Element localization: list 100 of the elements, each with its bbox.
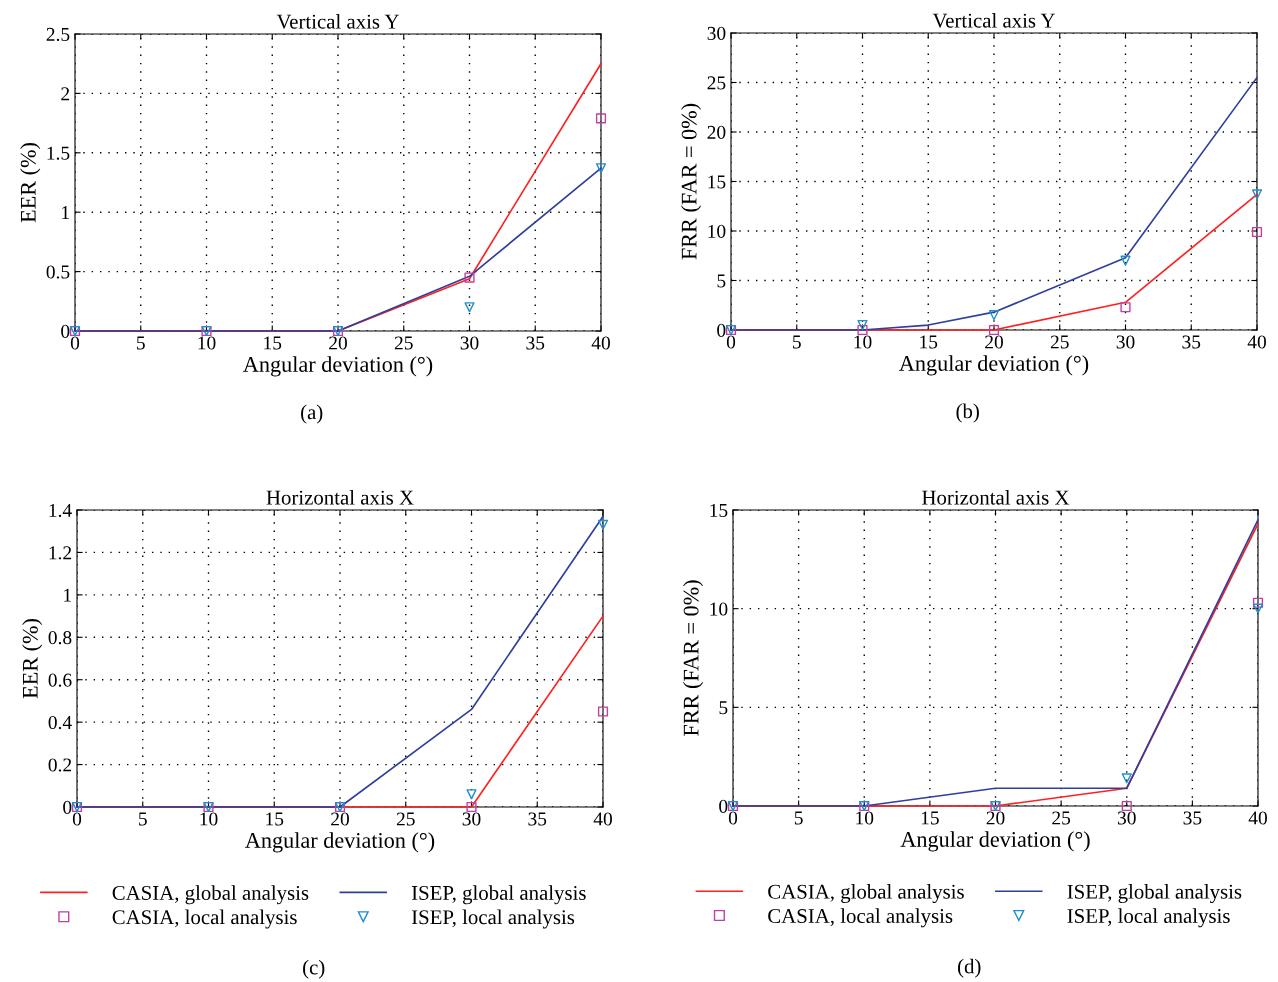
y-tick-label: 15	[710, 503, 728, 517]
y-axis-title: EER (%)	[20, 143, 41, 223]
point	[1251, 189, 1263, 200]
legend-label: ISEP, global analysis	[1067, 884, 1242, 904]
y-tick-label: 20	[707, 125, 726, 139]
point	[1252, 597, 1264, 608]
x-tick-label: 35	[1182, 335, 1201, 349]
y-tick-label: 25	[707, 76, 726, 90]
x-tick-label: 25	[396, 812, 415, 826]
point	[988, 310, 1000, 321]
x-tick-label: 15	[921, 811, 939, 825]
point	[1120, 255, 1131, 266]
chart-title: Horizontal axis X	[922, 489, 1070, 505]
legend-label: CASIA, global analysis	[768, 884, 964, 904]
y-tick-label: 30	[707, 26, 726, 40]
y-tick-label: 1.2	[49, 546, 72, 560]
y-tick-label: 2.5	[46, 27, 70, 42]
y-tick-label: 5	[717, 274, 726, 288]
y-tick-label: 0.8	[48, 631, 72, 645]
x-tick-label: 20	[985, 335, 1003, 349]
point	[988, 324, 1000, 336]
point	[1251, 226, 1263, 238]
legend-label: CASIA, global analysis	[112, 885, 309, 905]
point	[597, 706, 609, 717]
y-tick-label: 10	[708, 224, 726, 238]
point	[1252, 603, 1264, 614]
x-tick-label: 20	[986, 811, 1005, 825]
x-axis-title: Angular deviation (°)	[243, 356, 433, 377]
point	[595, 163, 607, 174]
y-tick-label: 1.4	[49, 503, 72, 518]
chart-title: Vertical axis Y	[276, 13, 399, 29]
y-tick-label: 2	[61, 87, 70, 101]
point	[466, 801, 477, 813]
point	[857, 319, 868, 331]
text: (d)	[958, 958, 981, 978]
legend-label: CASIA, local analysis	[768, 908, 953, 928]
legend-label: CASIA, local analysis	[112, 909, 297, 929]
x-axis-title: Angular deviation (°)	[899, 355, 1089, 376]
x-tick-label: 15	[266, 812, 284, 826]
x-tick-label: 40	[1248, 811, 1267, 825]
x-tick-label: 5	[139, 812, 147, 826]
y-axis-title: EER (%)	[22, 619, 43, 699]
x-tick-label: 30	[462, 812, 481, 826]
text: (a)	[301, 404, 323, 424]
point	[464, 272, 475, 283]
x-tick-label: 30	[460, 336, 479, 350]
y-tick-label: 1	[64, 588, 71, 602]
y-tick-label: 1	[62, 206, 69, 219]
y-tick-label: 15	[708, 175, 726, 189]
x-tick-label: 25	[394, 336, 413, 350]
x-axis-title: Angular deviation (°)	[245, 832, 435, 853]
text: (c)	[303, 959, 325, 979]
y-tick-label: 1.5	[47, 146, 70, 160]
text: (b)	[956, 403, 979, 423]
y-tick-label: 10	[710, 602, 728, 616]
x-tick-label: 10	[854, 335, 872, 349]
x-tick-label: 15	[920, 335, 938, 349]
point	[597, 519, 609, 530]
chart-title: Vertical axis Y	[932, 12, 1055, 28]
x-tick-label: 25	[1052, 811, 1071, 825]
legend-label: ISEP, local analysis	[1067, 908, 1230, 928]
y-tick-label: 0.6	[48, 673, 72, 687]
y-tick-label: 5	[719, 701, 728, 715]
point	[466, 789, 477, 800]
x-tick-label: 40	[591, 336, 610, 350]
y-tick-label: 0.2	[48, 758, 72, 772]
y-tick-label: 0	[717, 323, 726, 337]
point	[1120, 302, 1131, 313]
x-tick-label: 30	[1117, 811, 1136, 825]
x-tick-label: 10	[200, 812, 218, 826]
y-tick-label: 0.5	[46, 265, 70, 279]
y-tick-label: 0.4	[48, 715, 72, 730]
x-tick-label: 5	[137, 336, 145, 350]
x-tick-label: 25	[1050, 335, 1069, 349]
x-tick-label: 0	[728, 811, 738, 825]
x-tick-label: 35	[526, 336, 545, 350]
point	[857, 324, 868, 336]
x-tick-label: 35	[528, 812, 547, 826]
y-tick-label: 0	[63, 800, 72, 814]
point	[1121, 800, 1132, 812]
x-tick-label: 10	[198, 336, 216, 350]
x-tick-label: 20	[331, 812, 349, 826]
x-tick-label: 0	[72, 812, 82, 826]
legend-label: ISEP, local analysis	[411, 909, 575, 929]
chart-title: Horizontal axis X	[266, 489, 414, 505]
x-axis-title: Angular deviation (°)	[900, 831, 1090, 852]
point	[1121, 773, 1132, 784]
x-tick-label: 5	[793, 335, 801, 349]
x-tick-label: 40	[1247, 335, 1266, 349]
x-tick-label: 35	[1183, 811, 1202, 825]
y-tick-label: 0	[719, 799, 728, 813]
x-tick-label: 10	[856, 811, 874, 825]
y-tick-label: 0	[61, 324, 70, 338]
x-tick-label: 20	[329, 336, 347, 350]
x-tick-label: 15	[264, 336, 282, 350]
point	[595, 113, 607, 124]
legend-label: ISEP, global analysis	[411, 885, 586, 905]
y-axis-title: FRR (FAR = 0%)	[680, 103, 702, 260]
x-tick-label: 5	[794, 811, 803, 825]
y-axis-title: FRR (FAR = 0%)	[682, 580, 704, 736]
